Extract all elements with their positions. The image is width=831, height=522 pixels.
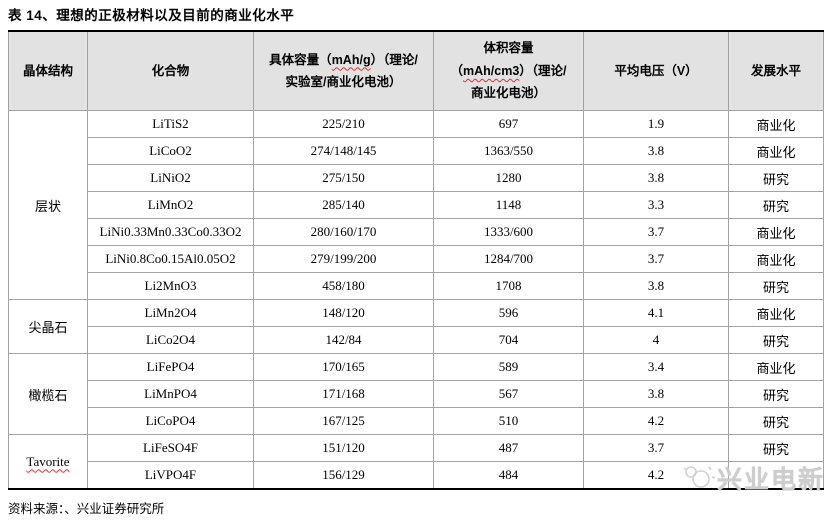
compound-cell: LiFeSO4F — [87, 434, 254, 462]
development-level-cell: 研究 — [728, 191, 824, 219]
development-level-cell: 商业化 — [728, 353, 824, 381]
cathode-materials-table: 晶体结构 化合物 具体容量（mAh/g）（理论/实验室/商业化电池） 体积容量 （mAh… — [8, 30, 824, 490]
compound-cell: LiTiS2 — [87, 110, 254, 138]
voltage-cell: 4.2 — [583, 461, 729, 490]
specific-capacity-cell: 151/120 — [253, 434, 434, 462]
table-header-row: 晶体结构 化合物 具体容量（mAh/g）（理论/实验室/商业化电池） 体积容量 （mAh… — [8, 30, 824, 111]
crystal-structure-cell: 尖晶石 — [8, 299, 88, 354]
compound-cell: LiMn2O4 — [87, 299, 254, 327]
volumetric-capacity-cell: 1280 — [433, 164, 584, 192]
specific-capacity-cell: 279/199/200 — [253, 245, 434, 273]
table-row: LiMnPO4 171/168 567 3.8 研究 — [9, 380, 824, 408]
voltage-cell: 3.7 — [583, 245, 729, 273]
voltage-cell: 4.1 — [583, 299, 729, 327]
table-row: LiNi0.8Co0.15Al0.05O2 279/199/200 1284/700… — [9, 245, 824, 273]
crystal-structure-cell: Tavorite — [8, 434, 88, 490]
column-header-development-level: 发展水平 — [728, 30, 824, 111]
specific-capacity-cell: 142/84 — [253, 326, 434, 354]
volumetric-capacity-cell: 487 — [433, 434, 584, 462]
table-row: LiCoPO4 167/125 510 4.2 研究 — [9, 407, 824, 435]
volumetric-capacity-cell: 596 — [433, 299, 584, 327]
table-title: 表 14、理想的正极材料以及目前的商业化水平 — [8, 8, 295, 23]
specific-capacity-cell: 280/160/170 — [253, 218, 434, 246]
column-header-compound: 化合物 — [87, 30, 254, 111]
development-level-cell: 商业化 — [728, 137, 824, 165]
development-level-cell: 研究 — [728, 272, 824, 300]
compound-cell: LiFePO4 — [87, 353, 254, 381]
crystal-structure-cell: 层状 — [8, 110, 88, 300]
crystal-structure-cell: 橄榄石 — [8, 353, 88, 435]
table-row: LiVPO4F 156/129 484 4.2 — [9, 461, 824, 490]
development-level-cell: 研究 — [728, 164, 824, 192]
voltage-cell: 3.7 — [583, 218, 729, 246]
table-row: LiMnO2 285/140 1148 3.3 研究 — [9, 191, 824, 219]
specific-capacity-cell: 170/165 — [253, 353, 434, 381]
specific-capacity-cell: 285/140 — [253, 191, 434, 219]
volumetric-capacity-cell: 484 — [433, 461, 584, 490]
specific-capacity-cell: 458/180 — [253, 272, 434, 300]
voltage-cell: 3.7 — [583, 434, 729, 462]
compound-cell: Li2MnO3 — [87, 272, 254, 300]
development-level-cell — [728, 461, 824, 490]
compound-cell: LiVPO4F — [87, 461, 254, 490]
column-header-specific-capacity: 具体容量（mAh/g）（理论/实验室/商业化电池） — [253, 30, 434, 111]
voltage-cell: 3.8 — [583, 380, 729, 408]
compound-cell: LiNiO2 — [87, 164, 254, 192]
specific-capacity-cell: 225/210 — [253, 110, 434, 138]
compound-cell: LiCo2O4 — [87, 326, 254, 354]
development-level-cell: 商业化 — [728, 218, 824, 246]
table-row: 尖晶石 LiMn2O4 148/120 596 4.1 商业化 — [8, 299, 824, 354]
voltage-cell: 3.8 — [583, 272, 729, 300]
voltage-cell: 4 — [583, 326, 729, 354]
table-row: 层状 LiTiS2 225/210 697 1.9 商业化 — [8, 110, 824, 300]
specific-capacity-cell: 156/129 — [253, 461, 434, 490]
development-level-cell: 研究 — [728, 326, 824, 354]
voltage-cell: 4.2 — [583, 407, 729, 435]
development-level-cell: 商业化 — [728, 110, 824, 138]
volumetric-capacity-cell: 1708 — [433, 272, 584, 300]
volumetric-capacity-cell: 1333/600 — [433, 218, 584, 246]
compound-cell: LiNi0.8Co0.15Al0.05O2 — [87, 245, 254, 273]
voltage-cell: 3.8 — [583, 137, 729, 165]
table-row: LiNi0.33Mn0.33Co0.33O2 280/160/170 1333/60… — [9, 218, 824, 246]
table-row: LiCoO2 274/148/145 1363/550 3.8 商业化 — [9, 137, 824, 165]
column-header-average-voltage: 平均电压（V） — [583, 30, 729, 111]
development-level-cell: 研究 — [728, 434, 824, 462]
compound-cell: LiMnO2 — [87, 191, 254, 219]
volumetric-capacity-cell: 697 — [433, 110, 584, 138]
voltage-cell: 3.4 — [583, 353, 729, 381]
volumetric-capacity-cell: 1363/550 — [433, 137, 584, 165]
development-level-cell: 研究 — [728, 380, 824, 408]
development-level-cell: 研究 — [728, 407, 824, 435]
specific-capacity-cell: 171/168 — [253, 380, 434, 408]
specific-capacity-cell: 148/120 — [253, 299, 434, 327]
table-row: LiCo2O4 142/84 704 4 研究 — [9, 326, 824, 354]
voltage-cell: 3.8 — [583, 164, 729, 192]
source-note: 资料来源：、兴业证券研究所 — [8, 502, 165, 516]
compound-cell: LiNi0.33Mn0.33Co0.33O2 — [87, 218, 254, 246]
column-header-volumetric-capacity: 体积容量 （mAh/cm3）（理论/商业化电池） — [433, 30, 584, 111]
compound-cell: LiCoPO4 — [87, 407, 254, 435]
voltage-cell: 1.9 — [583, 110, 729, 138]
table-row: LiNiO2 275/150 1280 3.8 研究 — [9, 164, 824, 192]
table-row: Tavorite LiFeSO4F 151/120 487 3.7 研究 — [8, 434, 824, 490]
specific-capacity-cell: 274/148/145 — [253, 137, 434, 165]
development-level-cell: 商业化 — [728, 299, 824, 327]
table-row: Li2MnO3 458/180 1708 3.8 研究 — [9, 272, 824, 300]
volumetric-capacity-cell: 589 — [433, 353, 584, 381]
table-row: 橄榄石 LiFePO4 170/165 589 3.4 商业化 — [8, 353, 824, 435]
volumetric-capacity-cell: 1148 — [433, 191, 584, 219]
specific-capacity-cell: 167/125 — [253, 407, 434, 435]
development-level-cell: 商业化 — [728, 245, 824, 273]
volumetric-capacity-cell: 1284/700 — [433, 245, 584, 273]
compound-cell: LiCoO2 — [87, 137, 254, 165]
volumetric-capacity-cell: 510 — [433, 407, 584, 435]
volumetric-capacity-cell: 567 — [433, 380, 584, 408]
column-header-crystal-structure: 晶体结构 — [8, 30, 88, 111]
voltage-cell: 3.3 — [583, 191, 729, 219]
volumetric-capacity-cell: 704 — [433, 326, 584, 354]
compound-cell: LiMnPO4 — [87, 380, 254, 408]
specific-capacity-cell: 275/150 — [253, 164, 434, 192]
